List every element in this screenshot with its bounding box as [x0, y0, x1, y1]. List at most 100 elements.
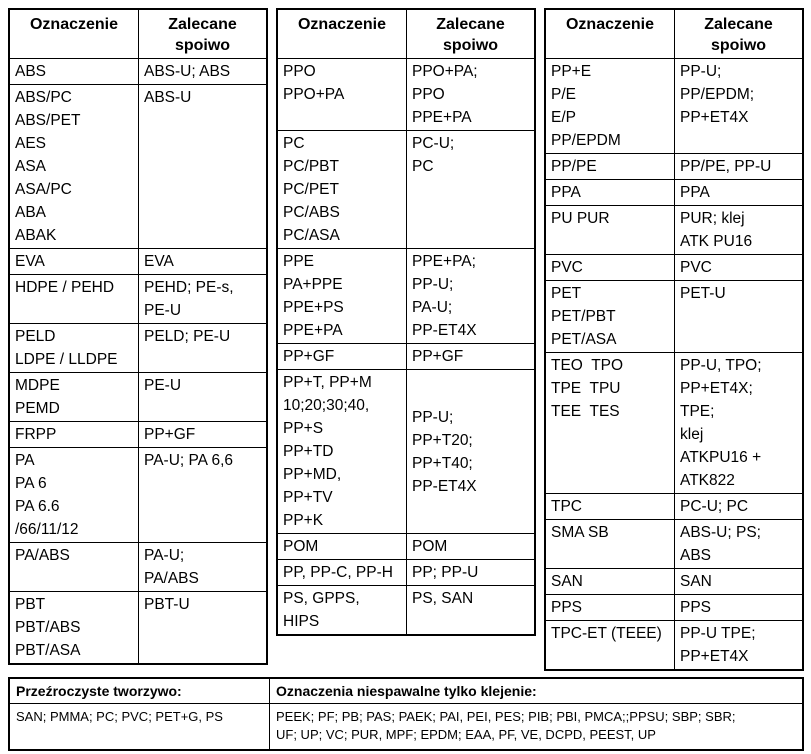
cell-designation: PC PC/PBT PC/PET PC/ABS PC/ASA — [283, 135, 340, 244]
cell-designation: ABS/PC ABS/PET AES ASA ASA/PC ABA ABAK — [15, 89, 81, 244]
cell-designation: POM — [283, 538, 319, 555]
materials-table-2: Oznaczenie Zalecane spoiwo PPO PPO+PA PPO… — [276, 8, 536, 636]
cell-designation: PP/PE — [551, 158, 597, 175]
cell-recommended-filler: PP-U, TPO; PP+ET4X; TPE; klej ATKPU16 + … — [674, 353, 802, 493]
table-row: FRPP PP+GF — [10, 421, 266, 447]
table-row: PS, GPPS, HIPS PS, SAN — [278, 585, 534, 634]
cell-recommended-filler: PPO+PA; PPO PPE+PA — [406, 59, 534, 130]
cell-recommended-filler: PS, SAN — [406, 586, 534, 634]
footer-transparent-materials: Przeźroczyste tworzywo: SAN; PMMA; PC; P… — [10, 679, 270, 749]
header-recommended-filler: Zalecane spoiwo — [674, 10, 802, 58]
table-row: EVA EVA — [10, 248, 266, 274]
table-row: PA PA 6 PA 6.6 /66/11/12 PA-U; PA 6,6 — [10, 447, 266, 542]
cell-recommended-filler: PELD; PE-U — [138, 324, 266, 372]
cell-designation: PPE PA+PPE PPE+PS PPE+PA — [283, 253, 344, 339]
table-row: PC PC/PBT PC/PET PC/ABS PC/ASA PC-U; PC — [278, 130, 534, 248]
cell-designation: TEO TPO TPE TPU TEE TES — [551, 357, 624, 420]
header-designation: Oznaczenie — [297, 16, 387, 33]
materials-table-1: Oznaczenie Zalecane spoiwo ABS ABS-U; ABS… — [8, 8, 268, 665]
footer-transparent-title: Przeźroczyste tworzywo: — [10, 679, 269, 704]
cell-designation: PA PA 6 PA 6.6 /66/11/12 — [15, 452, 79, 538]
cell-designation: EVA — [15, 253, 45, 270]
materials-table-3: Oznaczenie Zalecane spoiwo PP+E P/E E/P … — [544, 8, 804, 671]
cell-recommended-filler: PA-U; PA/ABS — [138, 543, 266, 591]
cell-recommended-filler: SAN — [674, 569, 802, 594]
cell-recommended-filler: PP-U; PP/EPDM; PP+ET4X — [674, 59, 802, 153]
cell-recommended-filler: POM — [406, 534, 534, 559]
table-row: PP/PE PP/PE, PP-U — [546, 153, 802, 179]
cell-recommended-filler: PPA — [674, 180, 802, 205]
footer-notes: Przeźroczyste tworzywo: SAN; PMMA; PC; P… — [8, 677, 804, 751]
cell-recommended-filler: PPE+PA; PP-U; PA-U; PP-ET4X — [406, 249, 534, 343]
cell-recommended-filler: PP-U; PP+T20; PP+T40; PP-ET4X — [406, 370, 534, 533]
cell-recommended-filler: PP-U TPE; PP+ET4X — [674, 621, 802, 669]
header-designation: Oznaczenie — [565, 16, 655, 33]
table-row: PP+T, PP+M 10;20;30;40, PP+S PP+TD PP+MD… — [278, 369, 534, 533]
cell-recommended-filler: PPS — [674, 595, 802, 620]
cell-designation: TPC — [551, 498, 582, 515]
cell-designation: PPS — [551, 599, 583, 616]
table-row: POM POM — [278, 533, 534, 559]
table-row: HDPE / PEHD PEHD; PE-s, PE-U — [10, 274, 266, 323]
table-row: ABS/PC ABS/PET AES ASA ASA/PC ABA ABAK AB… — [10, 84, 266, 248]
table-row: PP, PP-C, PP-H PP; PP-U — [278, 559, 534, 585]
table-row: PPA PPA — [546, 179, 802, 205]
cell-recommended-filler: PA-U; PA 6,6 — [138, 448, 266, 542]
cell-designation: PPO PPO+PA — [283, 63, 345, 103]
table-header-row: Oznaczenie Zalecane spoiwo — [10, 10, 266, 58]
cell-designation: SMA SB — [551, 524, 609, 541]
table-row: PET PET/PBT PET/ASA PET-U — [546, 280, 802, 352]
cell-recommended-filler: ABS-U — [138, 85, 266, 248]
table-row: PPE PA+PPE PPE+PS PPE+PA PPE+PA; PP-U; PA… — [278, 248, 534, 343]
footer-nonweldable-value: PEEK; PF; PB; PAS; PAEK; PAI, PEI, PES; … — [276, 709, 736, 742]
table-row: TPC-ET (TEEE) PP-U TPE; PP+ET4X — [546, 620, 802, 669]
table-row: TEO TPO TPE TPU TEE TES PP-U, TPO; PP+ET4… — [546, 352, 802, 493]
table-row: TPC PC-U; PC — [546, 493, 802, 519]
header-recommended-filler: Zalecane spoiwo — [406, 10, 534, 58]
cell-designation: PVC — [551, 259, 583, 276]
cell-designation: MDPE PEMD — [15, 377, 60, 417]
cell-recommended-filler: PP+GF — [138, 422, 266, 447]
table-row: PP+E P/E E/P PP/EPDM PP-U; PP/EPDM; PP+ET… — [546, 58, 802, 153]
cell-recommended-filler: PP+GF — [406, 344, 534, 369]
cell-recommended-filler: ABS-U; PS; ABS — [674, 520, 802, 568]
cell-recommended-filler: PUR; klej ATK PU16 — [674, 206, 802, 254]
cell-recommended-filler: PP/PE, PP-U — [674, 154, 802, 179]
cell-designation: PS, GPPS, HIPS — [283, 590, 360, 630]
footer-transparent-value: SAN; PMMA; PC; PVC; PET+G, PS — [16, 709, 223, 724]
table-row: ABS ABS-U; ABS — [10, 58, 266, 84]
table-row: MDPE PEMD PE-U — [10, 372, 266, 421]
cell-designation: HDPE / PEHD — [15, 279, 115, 296]
cell-designation: FRPP — [15, 426, 57, 443]
cell-recommended-filler: PET-U — [674, 281, 802, 352]
cell-designation: PP+E P/E E/P PP/EPDM — [551, 63, 621, 149]
table-row: PPO PPO+PA PPO+PA; PPO PPE+PA — [278, 58, 534, 130]
cell-designation: PET PET/PBT PET/ASA — [551, 285, 617, 348]
cell-designation: SAN — [551, 573, 583, 590]
cell-designation: PP+T, PP+M 10;20;30;40, PP+S PP+TD PP+MD… — [283, 374, 372, 529]
table-row: SMA SB ABS-U; PS; ABS — [546, 519, 802, 568]
header-recommended-filler: Zalecane spoiwo — [138, 10, 266, 58]
cell-recommended-filler: PEHD; PE-s, PE-U — [138, 275, 266, 323]
cell-designation: ABS — [15, 63, 47, 80]
table-row: PELD LDPE / LLDPE PELD; PE-U — [10, 323, 266, 372]
table-header-row: Oznaczenie Zalecane spoiwo — [278, 10, 534, 58]
cell-designation: PP+GF — [283, 348, 335, 365]
cell-designation: PA/ABS — [15, 547, 70, 564]
cell-designation: TPC-ET (TEEE) — [551, 625, 662, 642]
table-row: PU PUR PUR; klej ATK PU16 — [546, 205, 802, 254]
cell-designation: PU PUR — [551, 210, 610, 227]
header-designation: Oznaczenie — [29, 16, 119, 33]
table-row: PPS PPS — [546, 594, 802, 620]
table-row: PA/ABS PA-U; PA/ABS — [10, 542, 266, 591]
cell-recommended-filler: PC-U; PC — [674, 494, 802, 519]
footer-nonweldable-title: Oznaczenia niespawalne tylko klejenie: — [270, 679, 802, 704]
cell-recommended-filler: EVA — [138, 249, 266, 274]
cell-designation: PP, PP-C, PP-H — [283, 564, 393, 581]
table-row: SAN SAN — [546, 568, 802, 594]
tables-area: Oznaczenie Zalecane spoiwo ABS ABS-U; ABS… — [8, 8, 804, 671]
table-header-row: Oznaczenie Zalecane spoiwo — [546, 10, 802, 58]
footer-nonweldable-materials: Oznaczenia niespawalne tylko klejenie: P… — [270, 679, 802, 749]
cell-recommended-filler: PBT-U — [138, 592, 266, 663]
